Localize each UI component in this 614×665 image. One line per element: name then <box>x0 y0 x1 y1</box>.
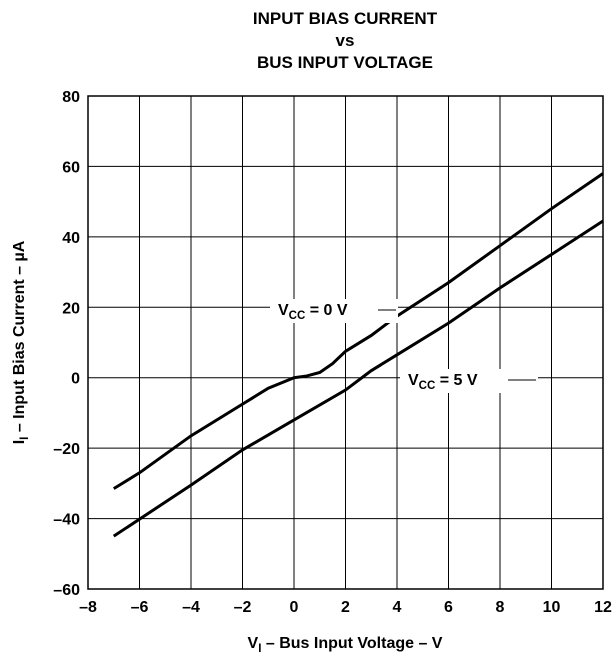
y-tick-label: 20 <box>62 300 80 317</box>
y-tick-label: –60 <box>53 582 80 599</box>
label-text: = 5 V <box>435 372 478 389</box>
subscript: I <box>258 643 261 655</box>
chart-title: BUS INPUT VOLTAGE <box>257 53 433 72</box>
series-label: VCC = 5 V <box>408 372 478 392</box>
y-tick-label: –40 <box>53 512 80 529</box>
y-tick-label: 40 <box>62 230 80 247</box>
x-axis-label: VI – Bus Input Voltage – V <box>248 635 443 655</box>
y-tick-label: –20 <box>53 441 80 458</box>
chart-title: INPUT BIAS CURRENT <box>253 9 438 28</box>
series-line <box>112 172 604 490</box>
y-tick-label: 80 <box>62 89 80 106</box>
x-tick-label: –6 <box>131 599 149 616</box>
x-tick-label: –4 <box>182 599 200 616</box>
symbol: I <box>11 440 28 444</box>
label-text: = 0 V <box>305 302 348 319</box>
x-tick-label: 8 <box>496 599 505 616</box>
symbol: V <box>408 372 419 389</box>
y-tick-label: 60 <box>62 159 80 176</box>
label-text: – Bus Input Voltage – V <box>261 635 442 652</box>
series-line <box>112 219 604 538</box>
symbol: V <box>278 302 289 319</box>
chart-title: vs <box>336 31 355 50</box>
series-label: VCC = 0 V <box>278 302 348 322</box>
label-background <box>270 299 398 323</box>
x-tick-label: 12 <box>594 599 612 616</box>
x-tick-label: 10 <box>543 599 561 616</box>
y-axis-label: II – Input Bias Current – µA <box>11 240 31 444</box>
label-background <box>400 369 538 393</box>
subscript: CC <box>289 310 306 322</box>
x-tick-label: 0 <box>290 599 299 616</box>
plot-frame <box>87 95 604 590</box>
x-tick-label: –8 <box>79 599 97 616</box>
x-tick-label: 4 <box>393 599 402 616</box>
x-tick-label: –2 <box>234 599 252 616</box>
subscript: I <box>19 437 31 440</box>
x-tick-label: 2 <box>341 599 350 616</box>
x-tick-label: 6 <box>444 599 453 616</box>
y-tick-label: 0 <box>71 371 80 388</box>
label-text: – Input Bias Current – µA <box>11 240 28 436</box>
subscript: CC <box>419 380 436 392</box>
symbol: V <box>248 635 259 652</box>
